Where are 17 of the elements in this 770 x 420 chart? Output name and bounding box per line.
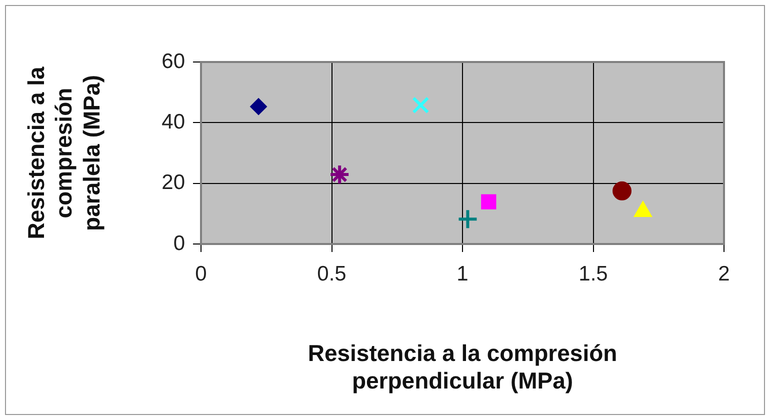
x-axis-title: Resistencia a la compresión perpendicular (MPa)	[308, 340, 618, 394]
point	[412, 96, 430, 114]
y-axis-title: Resistencia a la compresión paralela (MPa)	[23, 66, 104, 240]
x-tick-label: 1.5	[578, 262, 608, 286]
point	[612, 181, 632, 200]
point	[250, 98, 268, 116]
y-tick-label: 60	[162, 50, 185, 73]
y-tick-label: 40	[162, 110, 185, 134]
point	[457, 208, 478, 230]
x-tick-label: 0.5	[317, 262, 346, 286]
point	[481, 194, 496, 210]
point	[329, 164, 350, 186]
y-tick-label: 0	[173, 232, 185, 255]
x-tick-label: 2	[718, 262, 730, 286]
y-tick-label: 20	[162, 171, 185, 194]
x-tick-label: 1	[456, 262, 468, 286]
x-tick-label: 0	[195, 262, 207, 286]
